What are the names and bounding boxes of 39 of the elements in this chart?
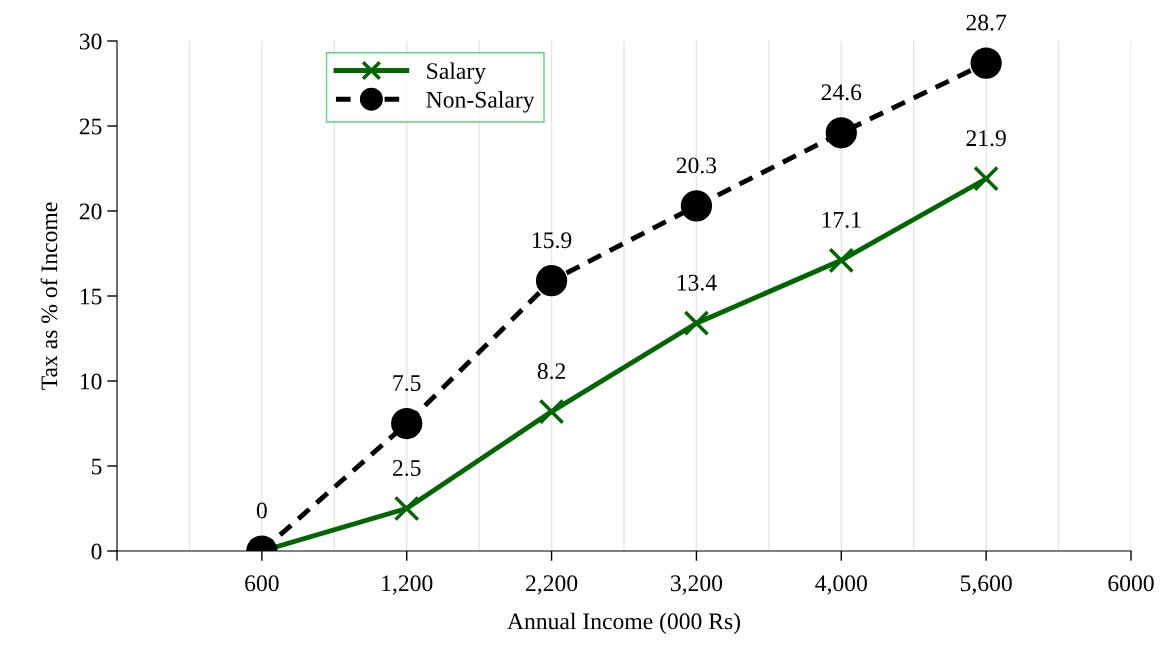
point	[680, 190, 713, 222]
data-label: 20.3	[676, 157, 717, 174]
data-label: 2.5	[392, 460, 421, 477]
x-tick-label: 600	[245, 575, 279, 592]
data-label: 7.5	[393, 375, 421, 392]
y-axis-title: Tax as % of Income	[40, 202, 58, 390]
x-tick-label: 5,600	[960, 575, 1012, 595]
x-tick-label: 3,200	[670, 575, 723, 595]
y-tick-label: 15	[80, 288, 102, 305]
y-tick-label: 0	[91, 543, 102, 560]
legend-label: Salary	[427, 62, 486, 84]
point	[970, 47, 1002, 79]
data-label: 15.9	[532, 232, 572, 249]
y-tick-label: 5	[91, 458, 102, 475]
data-label: 21.9	[966, 130, 1006, 147]
x-tick-label: 4,000	[815, 575, 867, 595]
data-label: 13.4	[677, 274, 717, 291]
point	[393, 495, 420, 522]
x-tick-label: 1,200	[382, 575, 433, 595]
x-tick-label: 6000	[1108, 575, 1154, 592]
point	[538, 398, 565, 425]
point	[683, 310, 710, 337]
data-label: 8.2	[537, 363, 566, 380]
point	[535, 265, 568, 297]
data-label: 0	[256, 502, 267, 519]
legend-label: Non-Salary	[426, 91, 535, 113]
x-tick-label: 2,200	[526, 575, 578, 595]
data-label: 24.6	[821, 84, 862, 101]
y-tick-label: 25	[79, 118, 102, 135]
point	[825, 117, 857, 149]
x-axis-title: Annual Income (000 Rs)	[507, 612, 741, 635]
y-tick-label: 30	[79, 33, 102, 50]
data-label: 17.1	[822, 211, 861, 228]
y-tick-label: 20	[79, 203, 102, 220]
point	[391, 407, 423, 440]
y-tick-label: 10	[80, 373, 102, 390]
point	[973, 165, 999, 192]
data-label: 28.7	[966, 14, 1007, 31]
point	[828, 247, 855, 274]
